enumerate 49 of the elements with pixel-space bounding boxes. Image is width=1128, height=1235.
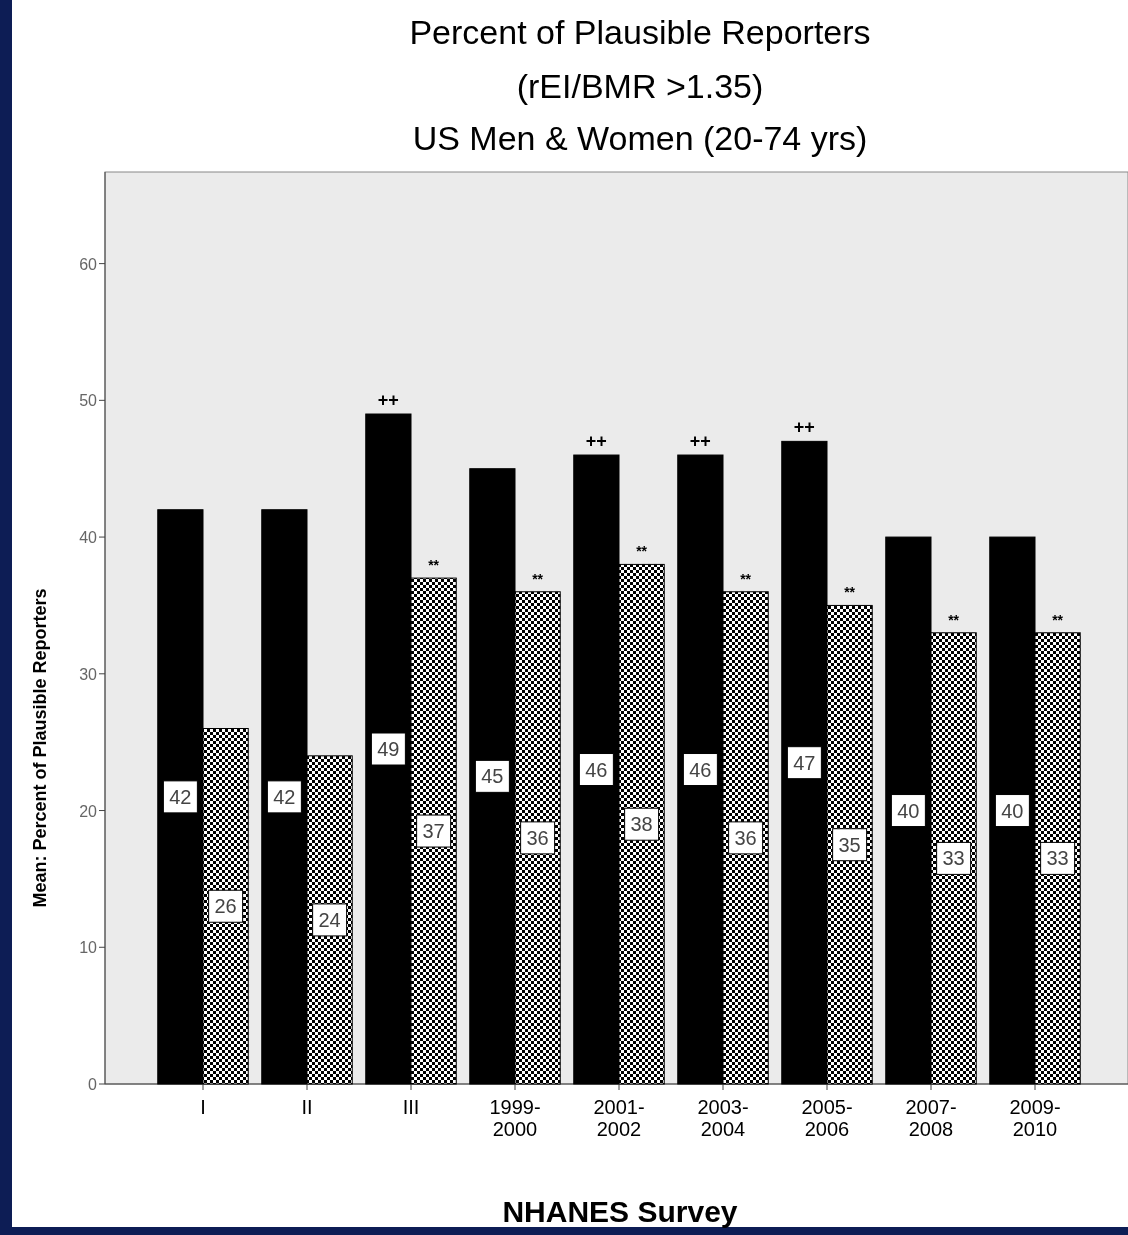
annotation: ++ (377, 390, 399, 411)
data-label: 36 (526, 826, 549, 849)
y-axis-title: Mean: Percent of Plausible Reporters (30, 588, 50, 908)
x-tick-label: 2007-2008 (905, 1096, 957, 1140)
x-tick-label: II (301, 1096, 313, 1118)
x-tick-label: 2005-2006 (801, 1096, 853, 1140)
data-label: 24 (318, 908, 341, 931)
chart-title: Percent of Plausible Reporters (409, 13, 871, 51)
data-label: 40 (1001, 799, 1024, 822)
data-label: 33 (1046, 847, 1069, 870)
annotation: ** (844, 584, 856, 601)
data-label: 35 (838, 833, 861, 856)
annotation: ** (948, 611, 960, 628)
annotation: ++ (689, 431, 711, 452)
y-tick-label: 10 (79, 939, 98, 957)
annotation: ** (1052, 611, 1064, 628)
y-tick-label: 30 (79, 665, 98, 683)
data-label: 46 (585, 758, 608, 781)
data-label: 37 (422, 820, 445, 843)
annotation: ++ (585, 431, 607, 452)
x-tick-label: 2001-2002 (593, 1096, 645, 1140)
y-tick-label: 40 (79, 529, 98, 547)
data-label: 36 (734, 826, 757, 849)
chart-subtitle: (rEI/BMR >1.35) US Men & Women (20-74 yrs) (412, 67, 868, 157)
annotation: ** (428, 557, 440, 574)
x-tick-label: III (402, 1096, 420, 1118)
annotation: ** (740, 570, 752, 587)
annotation: ** (636, 543, 648, 560)
annotation: ++ (793, 417, 815, 438)
data-label: 46 (689, 758, 712, 781)
data-label: 42 (169, 785, 192, 808)
data-label: 38 (630, 813, 653, 836)
y-tick-label: 20 (79, 802, 98, 820)
data-label: 47 (793, 751, 816, 774)
x-tick-label: 1999-2000 (489, 1096, 541, 1140)
data-label: 26 (214, 895, 237, 918)
x-axis-title: NHANES Survey (502, 1195, 738, 1228)
y-tick-label: 0 (88, 1076, 98, 1093)
data-label: 42 (273, 785, 296, 808)
annotation: ** (532, 570, 544, 587)
y-tick-label: 60 (79, 255, 98, 273)
x-tick-label: I (200, 1096, 206, 1118)
data-label: 45 (481, 765, 504, 788)
x-tick-label: 2009-2010 (1009, 1096, 1061, 1140)
data-label: 49 (377, 738, 400, 761)
data-label: 40 (897, 799, 920, 822)
x-tick-label: 2003-2004 (697, 1096, 749, 1140)
y-tick-label: 50 (79, 392, 98, 410)
data-label: 33 (942, 847, 965, 870)
